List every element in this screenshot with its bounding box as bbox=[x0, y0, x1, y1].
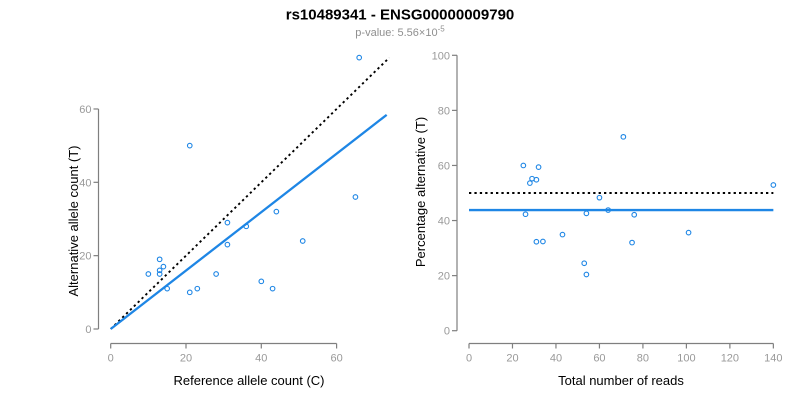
data-point bbox=[605, 207, 611, 213]
y-tick-label: 40 bbox=[79, 177, 91, 189]
x-tick-label: 60 bbox=[330, 353, 342, 365]
data-point bbox=[224, 219, 231, 226]
x-tick-label: 0 bbox=[108, 353, 114, 365]
x-tick-label: 20 bbox=[180, 353, 192, 365]
left-x-axis-label: Reference allele count (C) bbox=[173, 373, 324, 388]
left-y-axis-label: Alternative allele count (T) bbox=[66, 145, 81, 296]
data-point bbox=[522, 211, 529, 218]
data-point bbox=[620, 133, 627, 140]
data-point bbox=[156, 267, 163, 274]
y-tick-label: 40 bbox=[438, 216, 450, 228]
data-point bbox=[269, 285, 276, 292]
x-tick-label: 60 bbox=[593, 353, 605, 365]
y-tick-label: 60 bbox=[79, 104, 91, 116]
data-point bbox=[352, 194, 359, 200]
right-plot-marks bbox=[469, 133, 777, 278]
data-point bbox=[164, 285, 171, 292]
x-tick-label: 140 bbox=[764, 353, 782, 365]
figure-title: rs10489341 - ENSG00000009790 bbox=[286, 7, 515, 24]
data-point bbox=[520, 162, 527, 169]
figure-subtitle: p-value: 5.56×10-5 bbox=[355, 25, 445, 40]
data-point bbox=[186, 142, 193, 149]
data-point bbox=[581, 260, 588, 267]
x-tick-label: 0 bbox=[466, 353, 472, 365]
y-tick-label: 20 bbox=[438, 271, 450, 283]
data-point bbox=[535, 164, 542, 170]
subtitle-pvalue-text: p-value: 5.56×10 bbox=[355, 27, 437, 39]
data-point bbox=[273, 208, 280, 215]
y-tick-label: 20 bbox=[79, 251, 91, 263]
data-point bbox=[213, 271, 219, 277]
data-point bbox=[299, 238, 306, 244]
data-point bbox=[583, 210, 590, 217]
y-tick-label: 60 bbox=[438, 160, 450, 172]
right-axes: 0 20 40 60 80 100 120 140 0 20 40 60 80 100 bbox=[432, 50, 783, 364]
y-tick-label: 80 bbox=[438, 105, 450, 117]
data-point bbox=[156, 256, 163, 263]
left-scatter-panel: 0 20 40 60 0 20 40 60 Reference allele count (C… bbox=[66, 54, 390, 388]
data-point bbox=[583, 271, 590, 278]
subtitle-pvalue-exponent: -5 bbox=[438, 25, 446, 34]
data-point bbox=[243, 223, 250, 230]
data-point bbox=[356, 54, 363, 61]
fit-line bbox=[109, 113, 388, 330]
y-tick-label: 0 bbox=[444, 326, 450, 338]
data-point bbox=[224, 241, 231, 248]
data-point bbox=[529, 175, 535, 182]
x-tick-label: 100 bbox=[677, 353, 695, 365]
data-point bbox=[596, 194, 603, 201]
data-point bbox=[258, 278, 265, 285]
x-tick-label: 80 bbox=[637, 353, 649, 365]
data-point bbox=[145, 271, 152, 277]
x-tick-label: 20 bbox=[506, 353, 518, 365]
data-point bbox=[629, 239, 635, 246]
data-point bbox=[194, 285, 201, 292]
data-point bbox=[527, 180, 533, 186]
x-tick-label: 120 bbox=[721, 353, 739, 365]
left-axes: 0 20 40 60 0 20 40 60 bbox=[79, 104, 342, 365]
x-tick-label: 40 bbox=[550, 353, 562, 365]
data-point bbox=[186, 289, 193, 296]
data-point bbox=[156, 271, 163, 277]
data-point bbox=[540, 238, 546, 245]
data-point bbox=[160, 263, 167, 270]
right-y-axis-label: Percentage alternative (T) bbox=[413, 117, 428, 267]
data-point bbox=[559, 231, 566, 238]
data-point bbox=[533, 238, 540, 245]
data-point bbox=[770, 182, 777, 188]
data-point bbox=[631, 211, 638, 218]
x-tick-label: 40 bbox=[255, 353, 267, 365]
right-scatter-panel: 0 20 40 60 80 100 120 140 0 20 40 60 80 100 Total num… bbox=[413, 50, 783, 388]
y-tick-label: 0 bbox=[85, 324, 91, 336]
data-point bbox=[685, 229, 692, 236]
left-plot-marks bbox=[109, 54, 390, 330]
y-tick-label: 100 bbox=[432, 50, 450, 62]
identity-line bbox=[110, 56, 390, 330]
right-x-axis-label: Total number of reads bbox=[558, 373, 684, 388]
